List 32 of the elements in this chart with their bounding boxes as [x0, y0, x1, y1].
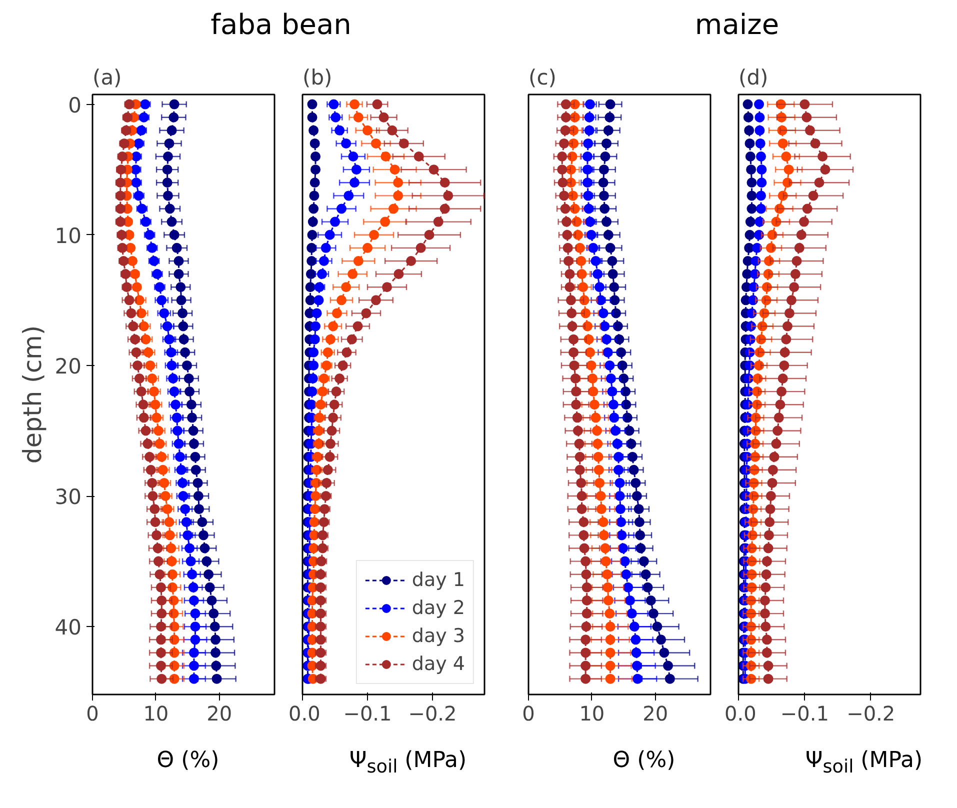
y-tick-label: 30: [54, 485, 82, 510]
text: faba bean: [210, 7, 352, 43]
x-tick-label: 0.0: [288, 702, 320, 726]
legend-label: day 2: [412, 597, 465, 619]
x-tick-label: 20: [206, 702, 232, 726]
y-axis-title: depth (cm): [18, 325, 47, 464]
x-axis-title: Θ (%): [612, 747, 676, 775]
x-axis-title: Ψ$_{soil}$ (MPa): [349, 747, 467, 780]
legend-label: day 4: [412, 653, 465, 675]
chart-title: (a): [92, 66, 122, 90]
x-tick-label: 0: [522, 702, 535, 726]
x-tick-label: −0.2: [408, 702, 457, 726]
text: maize: [694, 7, 780, 43]
x-tick-label: 0: [86, 702, 99, 726]
x-axis-title: Θ (%): [156, 747, 220, 775]
x-tick-label: 10: [143, 702, 169, 726]
x-axis-title: Ψ$_{soil}$ (MPa): [805, 747, 923, 780]
x-tick-label: −0.2: [846, 702, 896, 726]
x-tick-label: −0.1: [780, 702, 829, 726]
legend-label: day 1: [412, 569, 465, 591]
x-tick-label: 20: [642, 702, 668, 726]
y-tick-label: 20: [54, 354, 82, 378]
x-tick-label: 10: [579, 702, 605, 726]
chart-title: (c): [528, 66, 556, 90]
y-tick-label: 0: [68, 93, 82, 118]
legend-label: day 3: [412, 625, 465, 647]
x-tick-label: −0.1: [343, 702, 392, 726]
chart-title: (d): [738, 66, 768, 90]
y-tick-label: 40: [54, 616, 82, 640]
x-tick-label: 0.0: [724, 702, 756, 726]
y-tick-label: 10: [54, 224, 82, 248]
chart-title: (b): [302, 66, 332, 90]
